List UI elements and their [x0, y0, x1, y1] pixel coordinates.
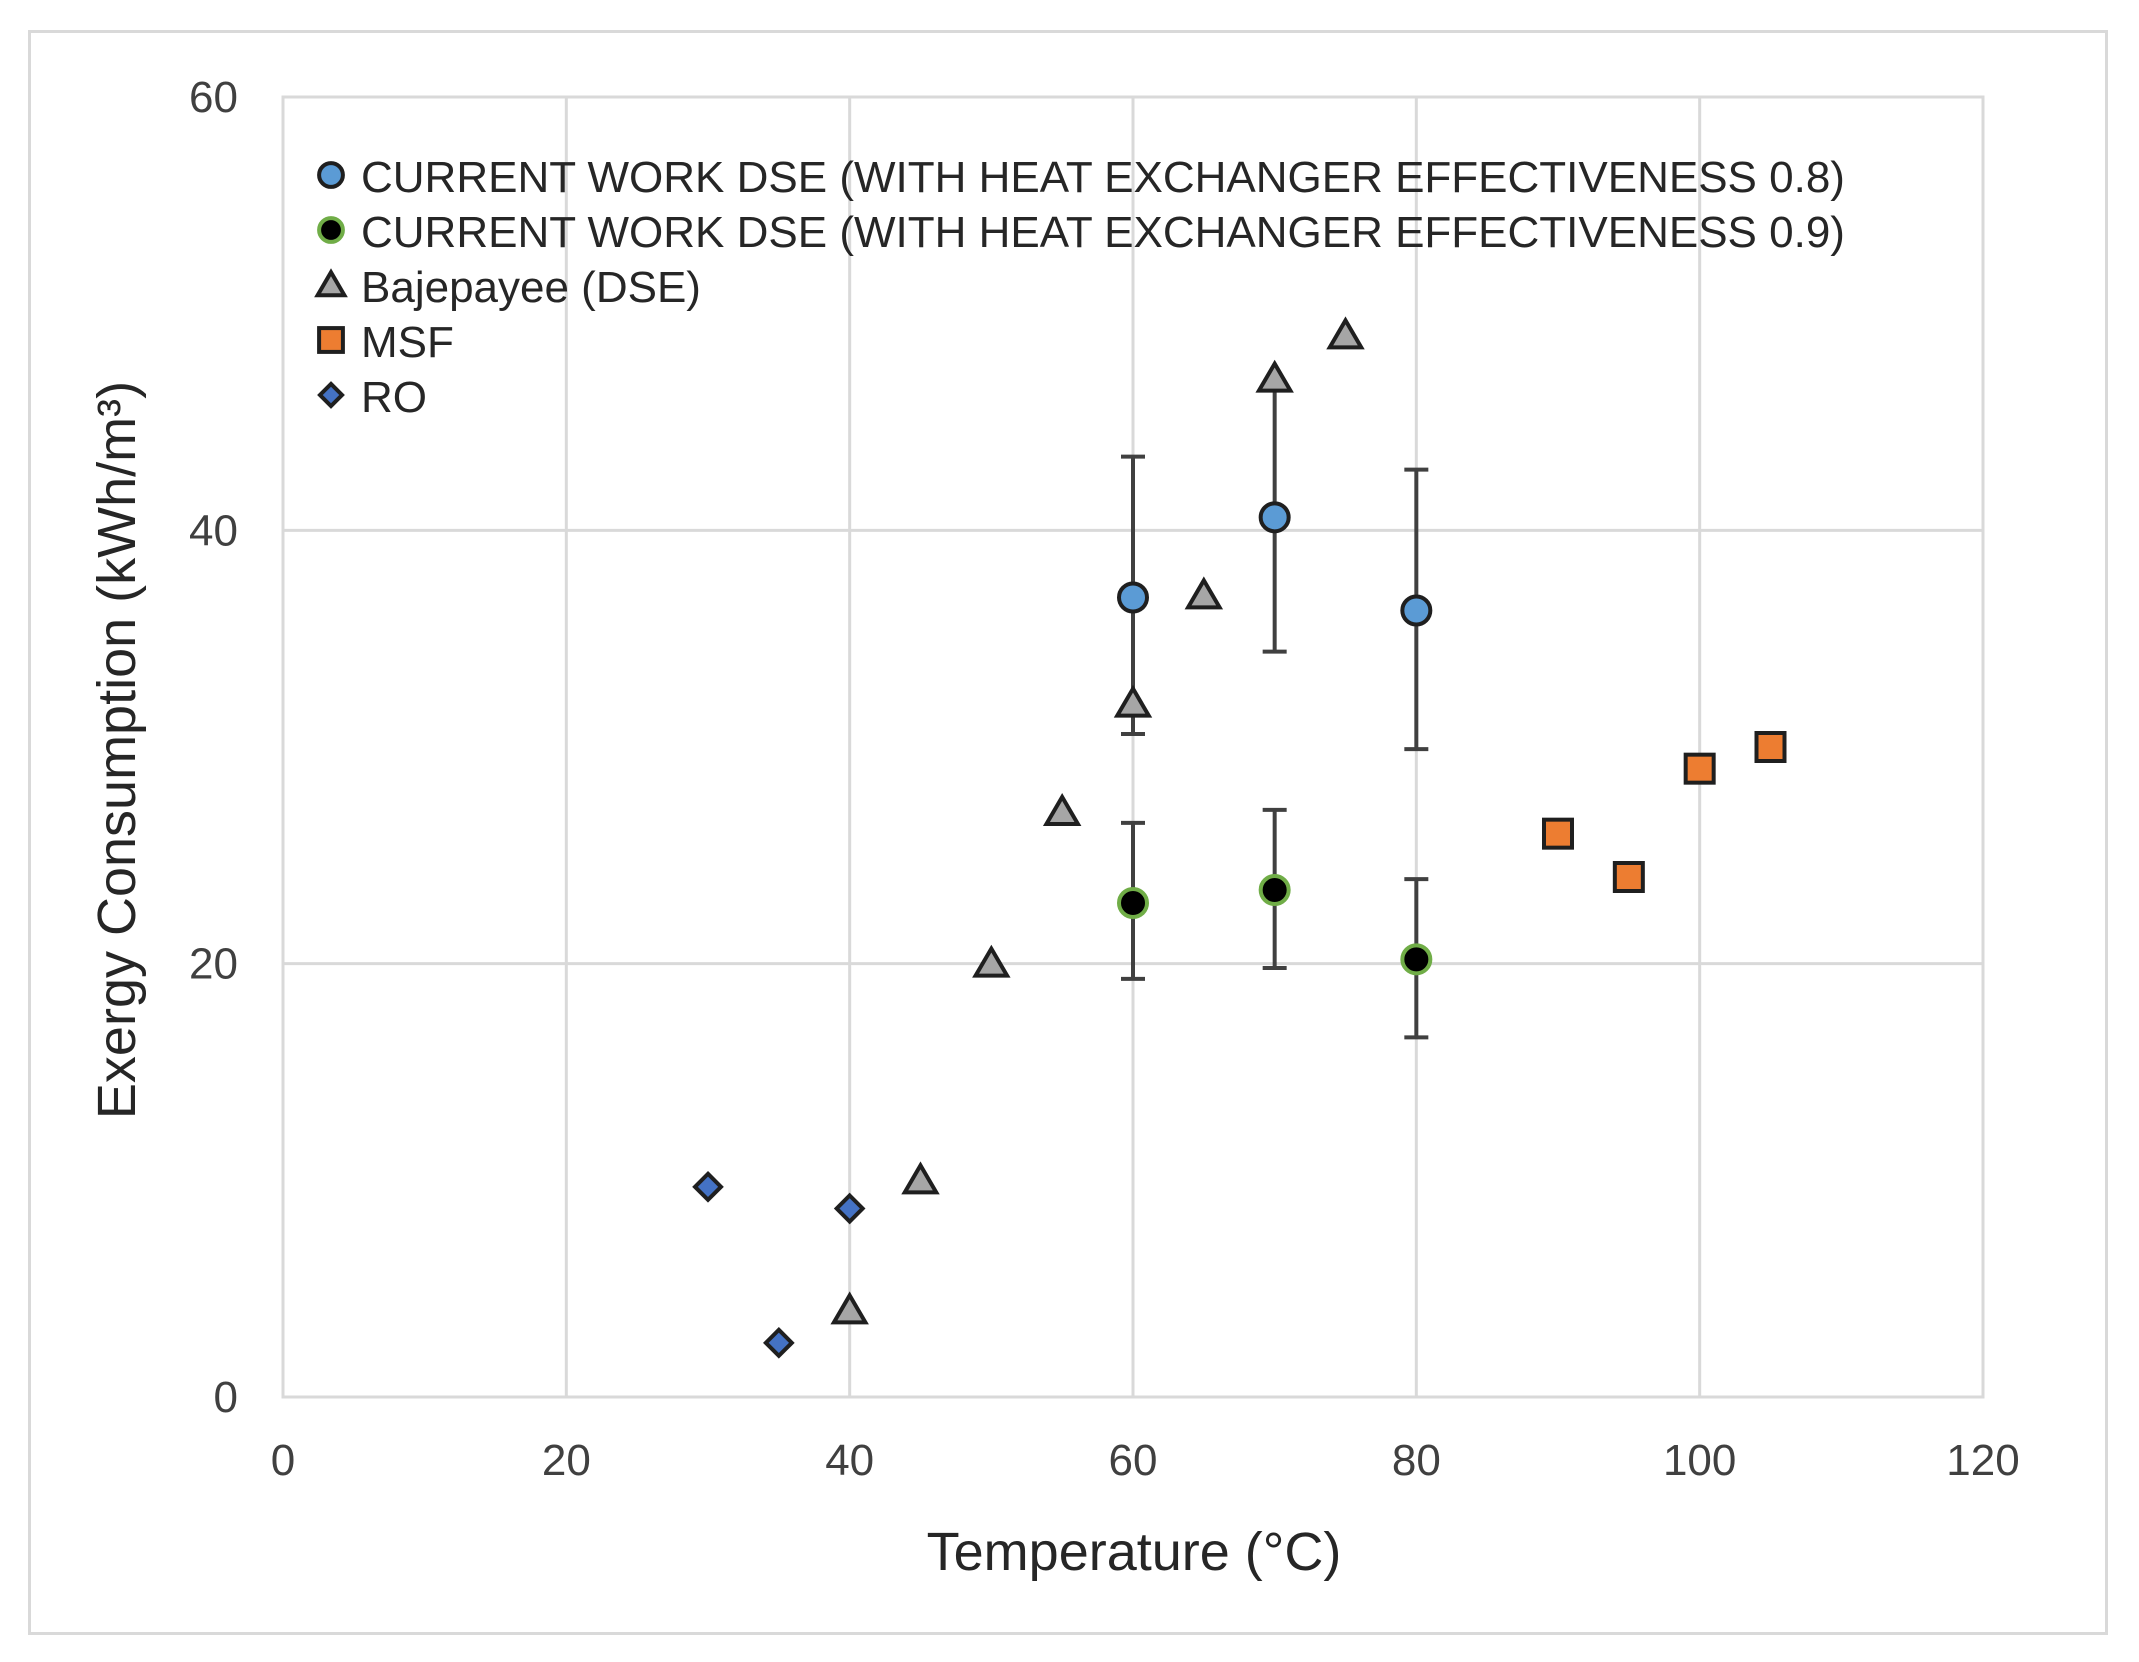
legend-entry: MSF	[361, 318, 454, 367]
data-point-square	[1542, 817, 1574, 850]
legend-entry: CURRENT WORK DSE (WITH HEAT EXCHANGER EF…	[361, 153, 1845, 202]
data-point-circle	[1258, 501, 1291, 534]
x-axis-title: Temperature (°C)	[927, 1522, 1342, 1582]
legend-entry: Bajepayee (DSE)	[361, 263, 701, 312]
data-point-triangle	[830, 1291, 869, 1325]
data-point-diamond	[763, 1327, 795, 1359]
data-point-triangle	[1042, 793, 1082, 826]
data-point-triangle	[1255, 359, 1294, 393]
data-point-triangle	[1326, 316, 1365, 350]
y-axis-title: Exergy Consumption (kWh/m³)	[87, 381, 147, 1119]
data-point-diamond	[833, 1192, 866, 1225]
data-point-square	[1754, 731, 1787, 763]
x-tick-label: 80	[1392, 1436, 1441, 1485]
x-tick-label: 40	[825, 1436, 874, 1485]
y-tick-label: 20	[189, 940, 238, 989]
x-tick-label: 20	[542, 1436, 591, 1485]
data-point-circle	[1400, 943, 1433, 976]
legend-entry: CURRENT WORK DSE (WITH HEAT EXCHANGER EF…	[361, 208, 1845, 257]
legend-marker-circle	[317, 216, 345, 244]
legend-marker-square	[317, 326, 345, 354]
legend: CURRENT WORK DSE (WITH HEAT EXCHANGER EF…	[314, 153, 1845, 422]
tick-labels: 0 20 40 60 80 100 120 0 20 40 60	[189, 73, 2020, 1485]
legend-entry: RO	[361, 373, 427, 422]
x-tick-label: 60	[1109, 1436, 1158, 1485]
data-point-triangle	[1184, 576, 1224, 610]
data-point-circle	[1258, 874, 1291, 906]
data-point-circle	[1400, 594, 1433, 627]
error-bars	[1121, 383, 1429, 1040]
y-tick-label: 60	[189, 73, 238, 122]
data-point-circle	[1117, 887, 1149, 919]
legend-marker-diamond	[317, 381, 345, 409]
data-points	[692, 316, 1787, 1359]
data-point-triangle	[901, 1161, 940, 1195]
y-tick-label: 40	[189, 506, 238, 555]
plot-area-border	[281, 95, 1985, 1399]
data-point-triangle	[1113, 684, 1153, 718]
data-point-square	[1683, 752, 1716, 785]
legend-marker-triangle	[314, 268, 348, 298]
data-point-triangle	[972, 944, 1011, 978]
y-tick-label: 0	[214, 1373, 238, 1422]
chart-frame	[28, 30, 2108, 1635]
legend-marker-circle	[317, 161, 345, 189]
x-tick-label: 0	[271, 1436, 295, 1485]
x-tick-label: 100	[1663, 1436, 1736, 1485]
x-tick-label: 120	[1946, 1436, 2019, 1485]
data-point-square	[1612, 861, 1645, 893]
data-point-diamond	[692, 1171, 724, 1203]
data-point-circle	[1117, 581, 1149, 614]
